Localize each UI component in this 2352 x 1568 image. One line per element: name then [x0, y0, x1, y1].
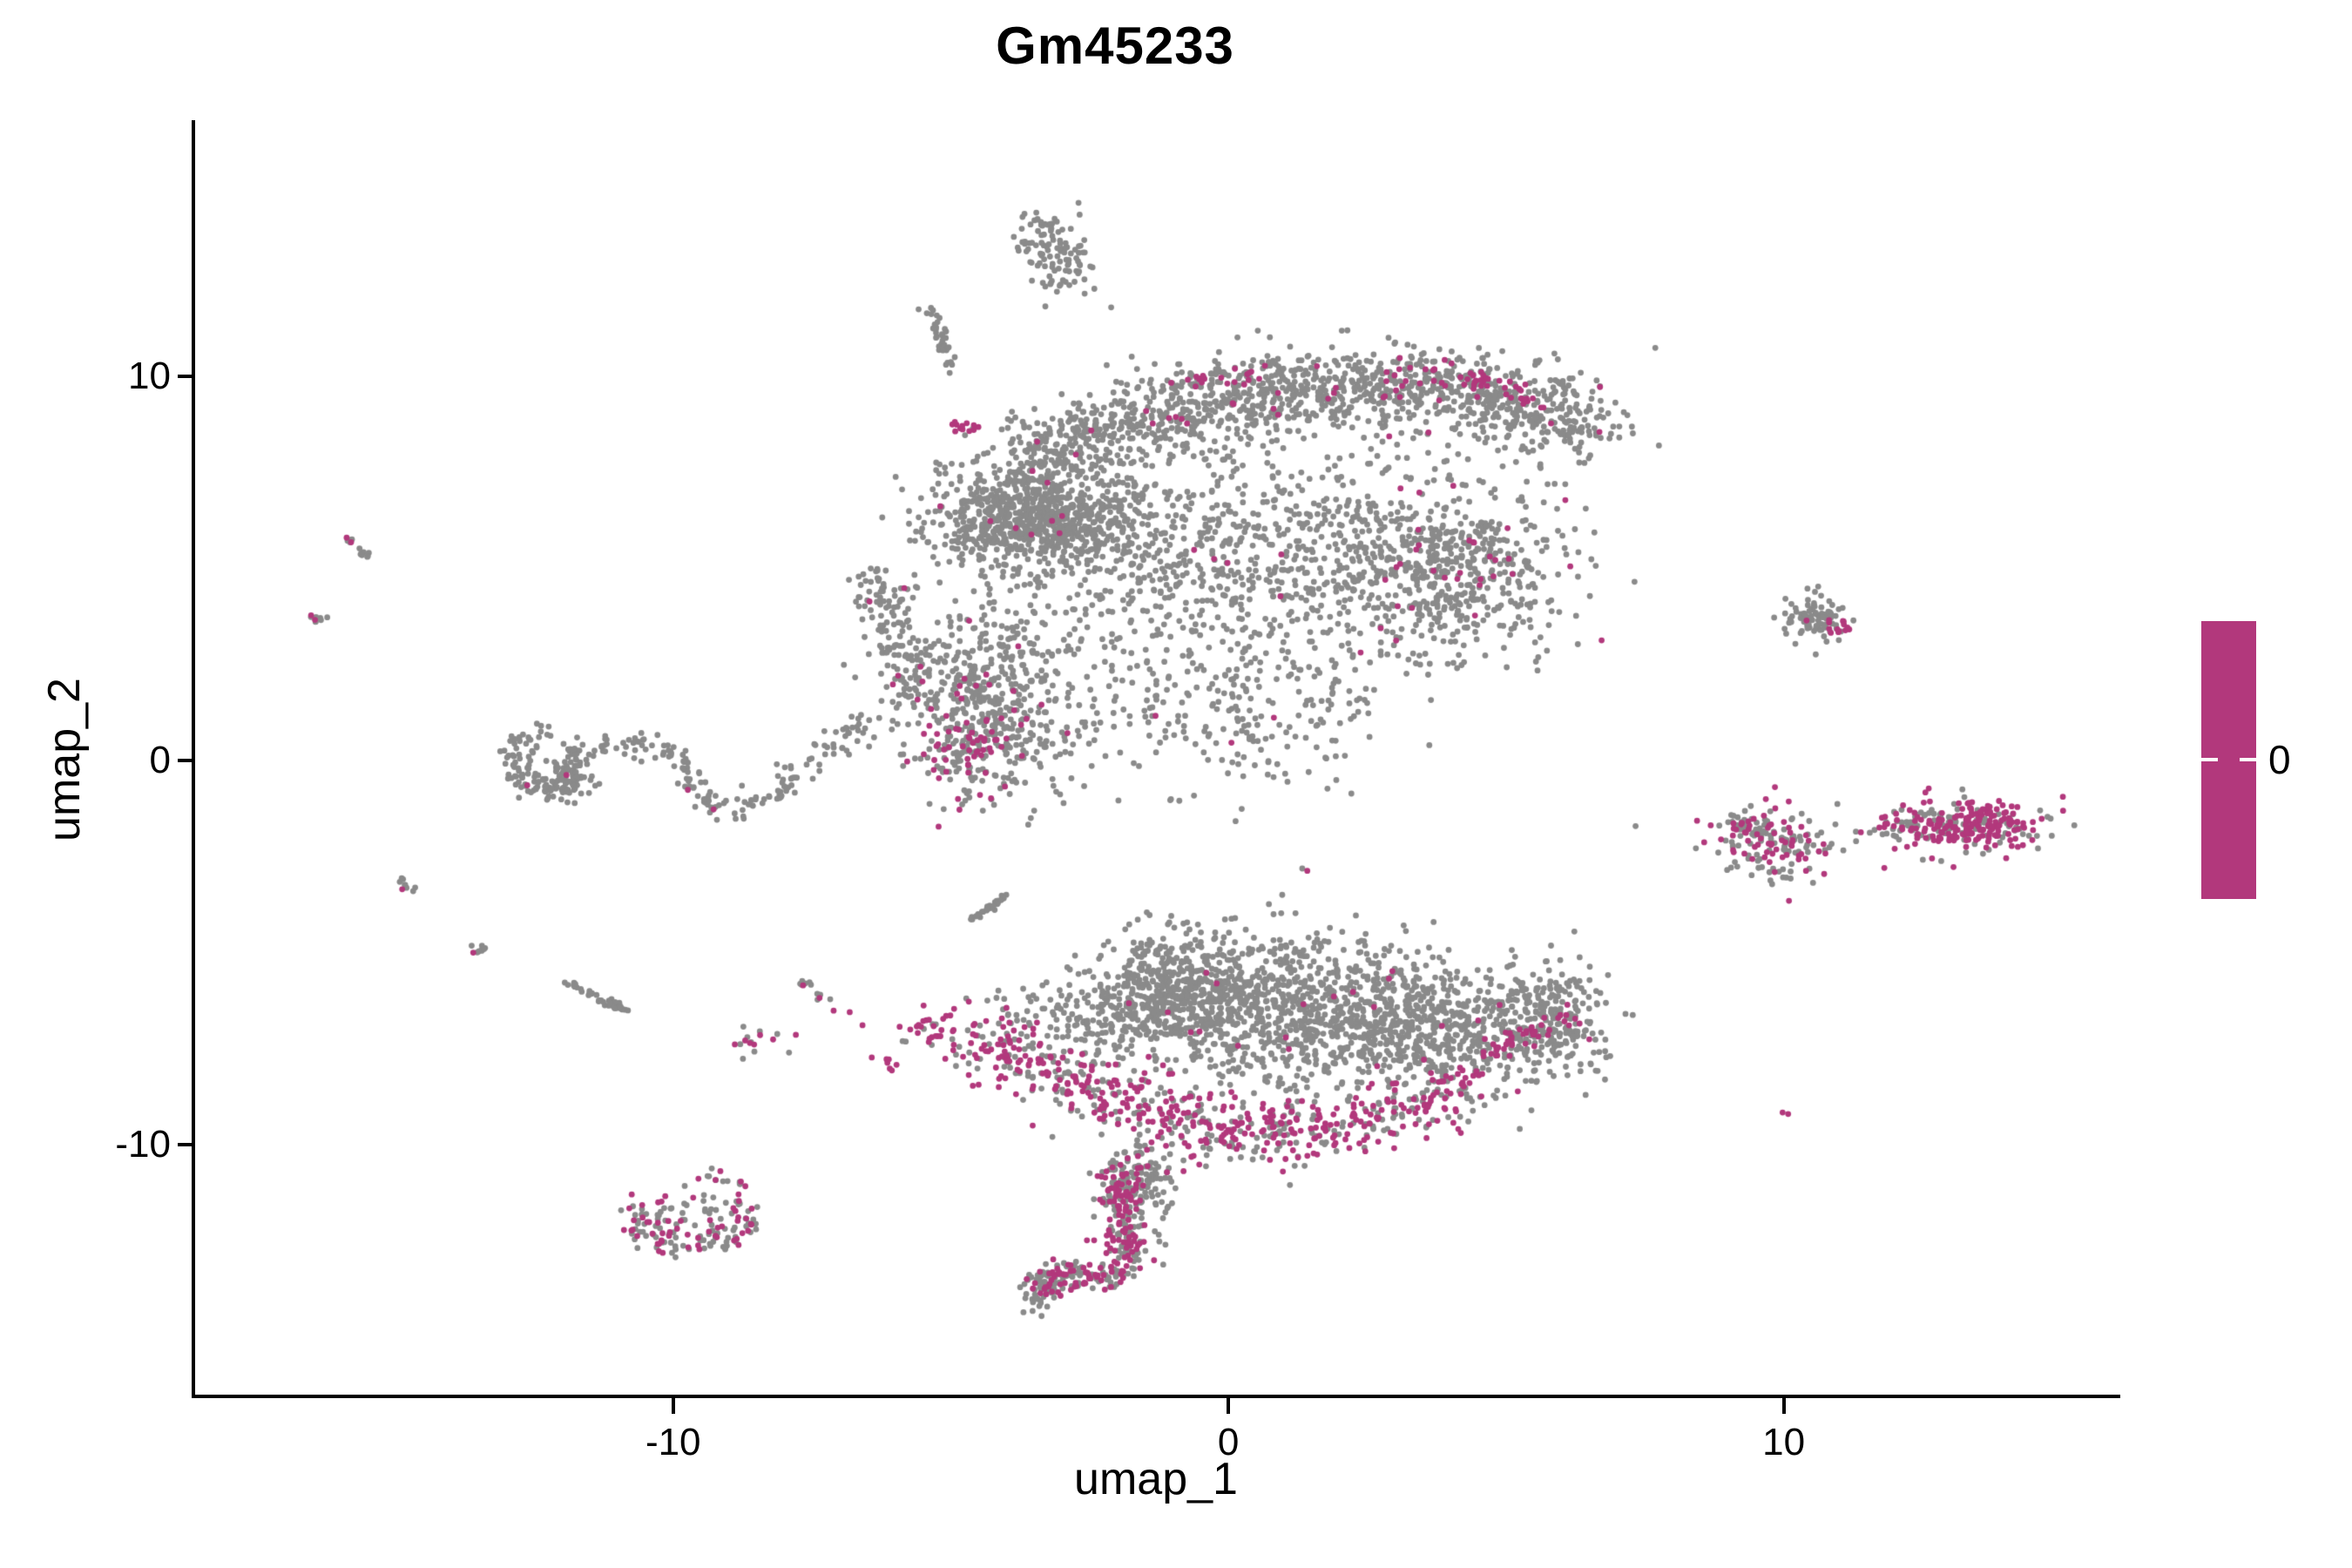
y-tick-mark	[178, 374, 193, 378]
y-tick-label: -10	[115, 1123, 171, 1166]
legend-tick-left	[2201, 758, 2218, 761]
legend-tick-right	[2240, 758, 2256, 761]
y-tick-label: 10	[128, 354, 171, 397]
legend-colorbar	[2201, 621, 2256, 899]
y-tick-mark	[178, 1143, 193, 1147]
x-axis-title: umap_1	[1074, 1454, 1238, 1504]
legend-label: 0	[2268, 737, 2291, 782]
y-tick-mark	[178, 759, 193, 763]
x-tick-label: -10	[645, 1421, 701, 1463]
x-axis-line	[192, 1395, 2120, 1398]
x-tick-label: 10	[1762, 1421, 1806, 1463]
x-tick-mark	[671, 1398, 675, 1414]
y-axis-title: umap_2	[39, 678, 90, 841]
x-tick-mark	[1781, 1398, 1786, 1414]
y-axis-line	[192, 120, 195, 1398]
x-tick-mark	[1227, 1398, 1231, 1414]
plot-title: Gm45233	[996, 17, 1234, 75]
x-tick-label: 0	[1217, 1421, 1240, 1463]
y-tick-label: 0	[149, 739, 171, 782]
